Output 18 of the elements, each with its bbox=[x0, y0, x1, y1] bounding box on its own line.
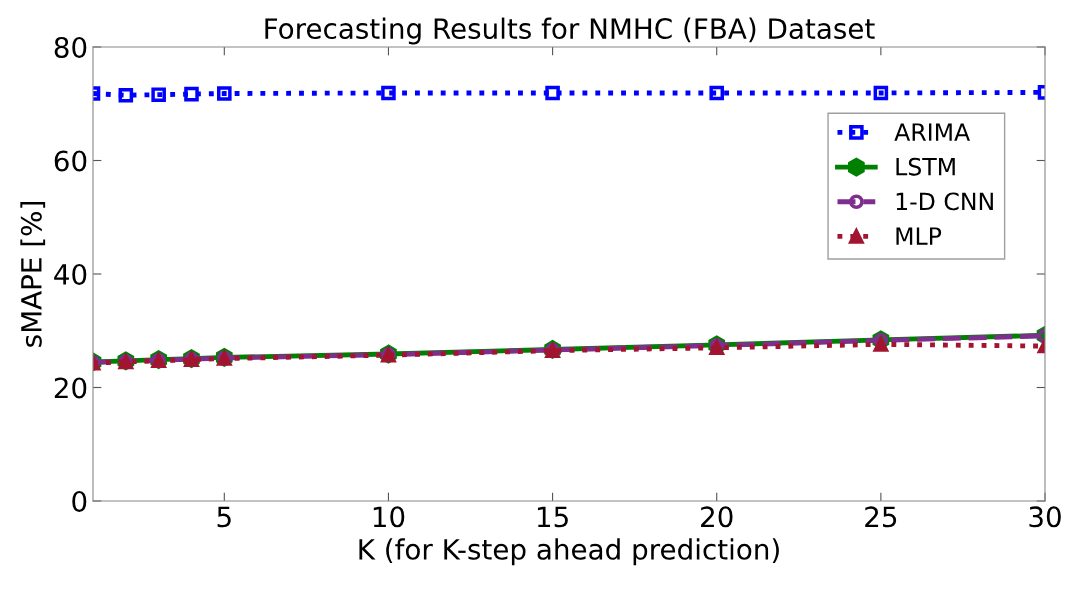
legend-label: LSTM bbox=[896, 157, 955, 176]
x-tick-label: 20 bbox=[701, 506, 733, 528]
y-tick-label: 0 bbox=[72, 490, 87, 512]
y-tick-label: 20 bbox=[54, 377, 87, 399]
y-tick-label: 60 bbox=[54, 150, 87, 172]
y-tick-label: 80 bbox=[54, 36, 87, 58]
y-axis-title: sMAPE [%] bbox=[20, 202, 46, 347]
x-tick-label: 25 bbox=[865, 506, 897, 528]
legend-label: MLP bbox=[896, 227, 942, 245]
legend-label: 1-D CNN bbox=[896, 192, 993, 211]
x-tick-label: 5 bbox=[217, 506, 231, 528]
y-tick-label: 40 bbox=[54, 263, 87, 285]
x-tick-label: 10 bbox=[373, 506, 405, 528]
chart-title: Forecasting Results for NMHC (FBA) Dataset bbox=[265, 17, 875, 45]
x-tick-label: 15 bbox=[537, 506, 568, 528]
x-axis-title: K (for K-step ahead prediction) bbox=[359, 538, 779, 566]
legend-label: ARIMA bbox=[894, 123, 970, 141]
x-tick-label: 30 bbox=[1029, 506, 1061, 528]
